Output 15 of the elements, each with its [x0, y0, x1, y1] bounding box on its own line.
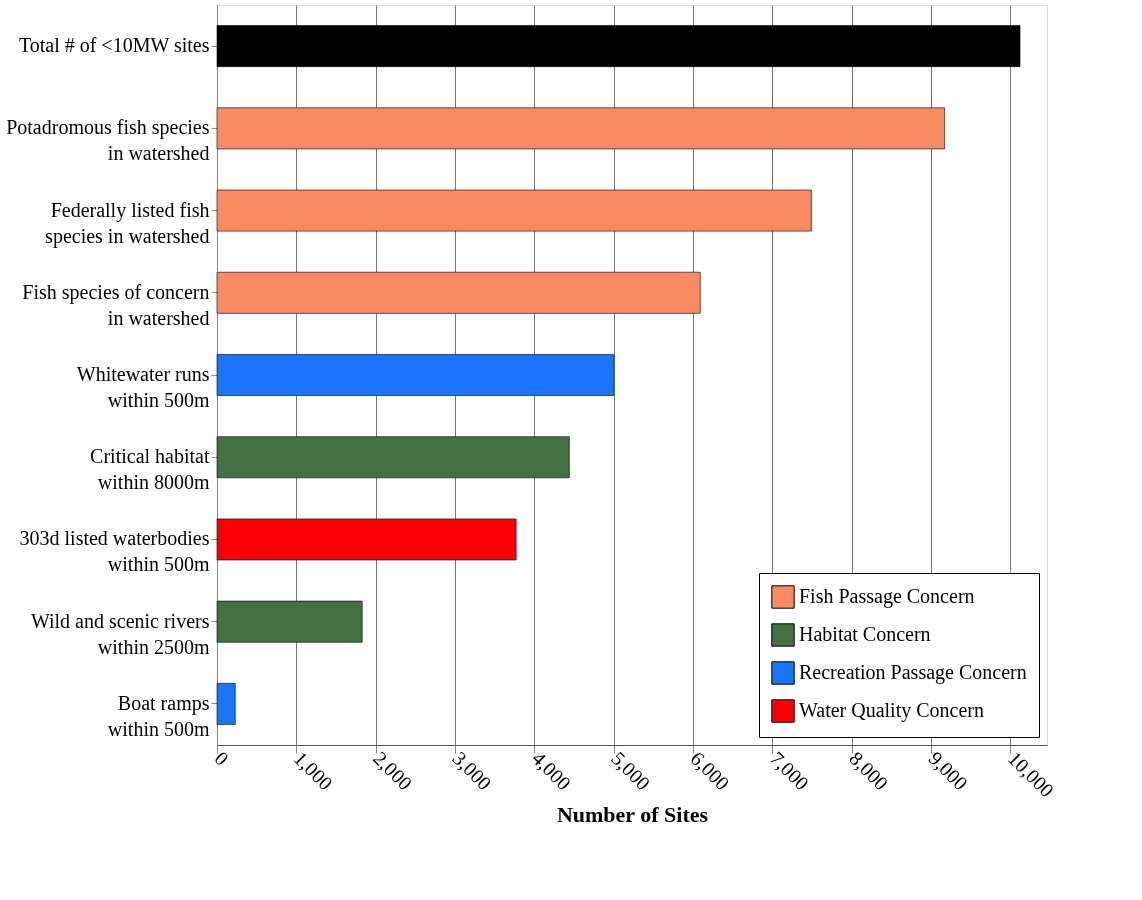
legend-label: Recreation Passage Concern: [799, 661, 1027, 684]
y-tick-label: 303d listed waterbodies within 500m: [19, 527, 210, 576]
y-tick-label: Wild and scenic rivers within 2500m: [30, 609, 210, 658]
legend-label: Water Quality Concern: [799, 699, 984, 722]
legend-label: Habitat Concern: [799, 623, 931, 645]
y-tick-label: Federally listed fish species in watershed: [45, 198, 210, 248]
y-tick-label: Critical habitat within 8000m: [90, 445, 210, 494]
y-tick-label: Total # of <10MW sites: [18, 34, 210, 57]
y-tick-label: Fish species of concern in watershed: [22, 280, 210, 329]
y-tick-label: Boat ramps within 500m: [107, 691, 210, 740]
y-tick-label: Potadromous fish species in watershed: [6, 116, 210, 165]
x-axis-title: Number of Sites: [556, 802, 709, 828]
legend-label: Fish Passage Concern: [799, 585, 975, 608]
y-tick-label: Whitewater runs within 500m: [76, 363, 210, 411]
x-tick-label: 0: [210, 747, 234, 770]
